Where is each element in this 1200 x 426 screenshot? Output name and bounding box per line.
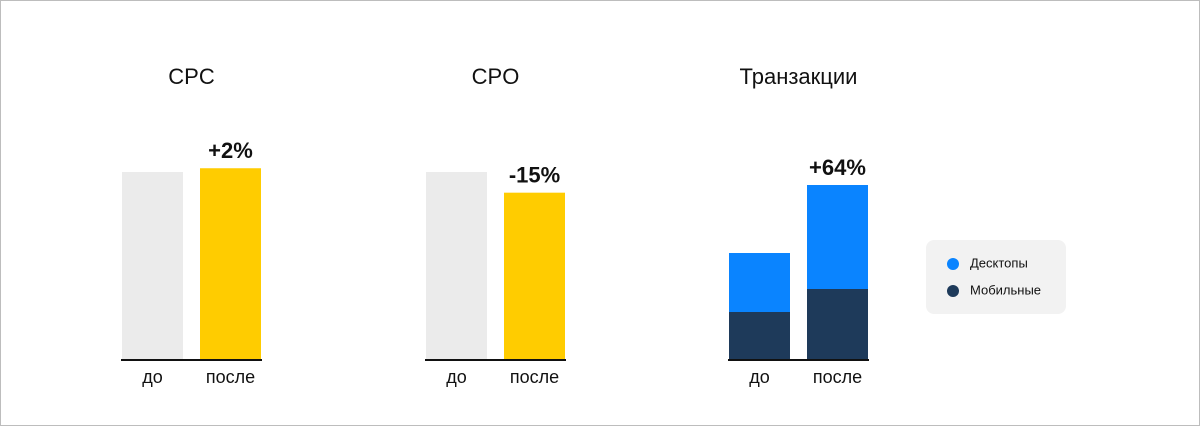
legend-label: Мобильные	[970, 282, 1041, 297]
bar-segment	[729, 253, 790, 312]
annotation: +64%	[809, 155, 866, 180]
x-tick-label: до	[749, 367, 770, 387]
annotation: -15%	[509, 162, 560, 187]
bar-segment	[807, 289, 868, 360]
legend-label: Десктопы	[970, 255, 1028, 270]
bar	[504, 192, 565, 360]
x-tick-label: после	[813, 367, 862, 387]
legend-marker	[947, 285, 959, 297]
chart-title: Транзакции	[740, 64, 858, 89]
bar-segment	[729, 312, 790, 360]
chart-title: CPC	[168, 64, 215, 89]
legend-box	[926, 240, 1066, 314]
annotation: +2%	[208, 138, 253, 163]
x-tick-label: до	[446, 367, 467, 387]
x-tick-label: после	[206, 367, 255, 387]
legend-marker	[947, 258, 959, 270]
x-tick-label: после	[510, 367, 559, 387]
bar	[122, 172, 183, 360]
bar	[200, 168, 261, 360]
chart-title: CPO	[472, 64, 520, 89]
bar	[426, 172, 487, 360]
x-tick-label: до	[142, 367, 163, 387]
bar-segment	[807, 185, 868, 289]
